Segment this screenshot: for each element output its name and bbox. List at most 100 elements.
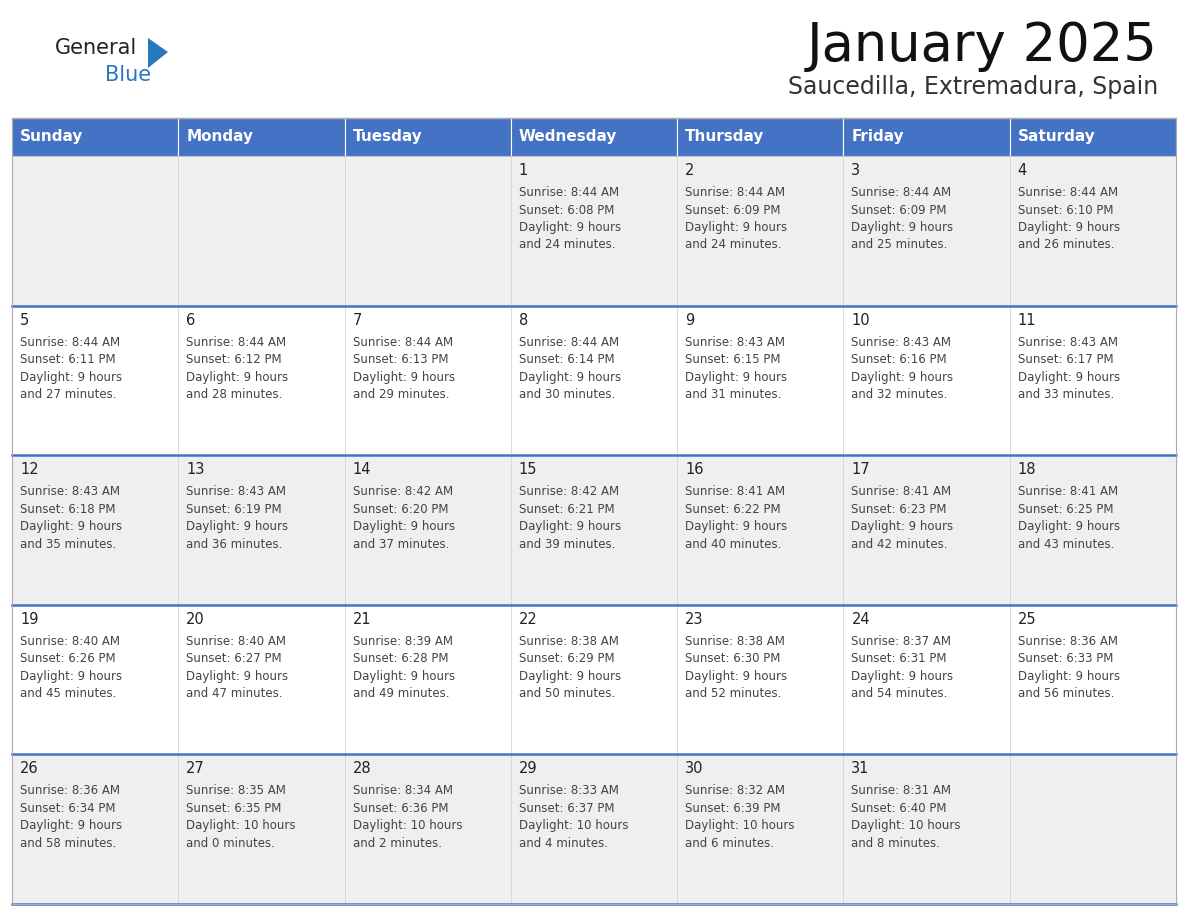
Text: and 25 minutes.: and 25 minutes. (852, 239, 948, 252)
Text: Sunset: 6:39 PM: Sunset: 6:39 PM (685, 802, 781, 815)
Text: Sunset: 6:25 PM: Sunset: 6:25 PM (1018, 503, 1113, 516)
FancyBboxPatch shape (843, 455, 1010, 605)
FancyBboxPatch shape (511, 455, 677, 605)
Text: Daylight: 9 hours: Daylight: 9 hours (187, 371, 289, 384)
Text: Daylight: 10 hours: Daylight: 10 hours (685, 820, 795, 833)
Text: Daylight: 9 hours: Daylight: 9 hours (1018, 521, 1120, 533)
Text: and 39 minutes.: and 39 minutes. (519, 538, 615, 551)
Text: 9: 9 (685, 313, 695, 328)
Text: Sunset: 6:33 PM: Sunset: 6:33 PM (1018, 653, 1113, 666)
Text: Daylight: 9 hours: Daylight: 9 hours (852, 371, 954, 384)
Text: Sunset: 6:19 PM: Sunset: 6:19 PM (187, 503, 282, 516)
Text: 8: 8 (519, 313, 529, 328)
Text: and 2 minutes.: and 2 minutes. (353, 837, 442, 850)
Text: Daylight: 9 hours: Daylight: 9 hours (852, 221, 954, 234)
FancyBboxPatch shape (677, 306, 843, 455)
Text: Sunset: 6:23 PM: Sunset: 6:23 PM (852, 503, 947, 516)
FancyBboxPatch shape (178, 118, 345, 156)
FancyBboxPatch shape (677, 118, 843, 156)
Text: Sunset: 6:09 PM: Sunset: 6:09 PM (852, 204, 947, 217)
Text: 16: 16 (685, 462, 703, 477)
Text: and 26 minutes.: and 26 minutes. (1018, 239, 1114, 252)
FancyBboxPatch shape (843, 755, 1010, 904)
FancyBboxPatch shape (1010, 755, 1176, 904)
Text: Sunset: 6:26 PM: Sunset: 6:26 PM (20, 653, 115, 666)
Text: Sunset: 6:28 PM: Sunset: 6:28 PM (353, 653, 448, 666)
FancyBboxPatch shape (345, 306, 511, 455)
Text: 27: 27 (187, 761, 206, 777)
Text: and 27 minutes.: and 27 minutes. (20, 388, 116, 401)
Text: Sunrise: 8:31 AM: Sunrise: 8:31 AM (852, 784, 952, 798)
Text: and 37 minutes.: and 37 minutes. (353, 538, 449, 551)
Text: Sunset: 6:20 PM: Sunset: 6:20 PM (353, 503, 448, 516)
Text: Daylight: 9 hours: Daylight: 9 hours (519, 371, 621, 384)
Text: Sunrise: 8:41 AM: Sunrise: 8:41 AM (685, 486, 785, 498)
Text: and 29 minutes.: and 29 minutes. (353, 388, 449, 401)
Text: January 2025: January 2025 (807, 20, 1158, 72)
Text: Sunrise: 8:38 AM: Sunrise: 8:38 AM (685, 635, 785, 648)
FancyBboxPatch shape (12, 156, 178, 306)
Text: 19: 19 (20, 611, 38, 627)
Text: and 36 minutes.: and 36 minutes. (187, 538, 283, 551)
Text: 28: 28 (353, 761, 371, 777)
Text: Blue: Blue (105, 65, 151, 85)
FancyBboxPatch shape (843, 156, 1010, 306)
Text: 2: 2 (685, 163, 695, 178)
Text: 4: 4 (1018, 163, 1026, 178)
Text: Daylight: 9 hours: Daylight: 9 hours (685, 670, 788, 683)
FancyBboxPatch shape (843, 605, 1010, 755)
Text: Sunset: 6:27 PM: Sunset: 6:27 PM (187, 653, 282, 666)
Text: Daylight: 9 hours: Daylight: 9 hours (685, 221, 788, 234)
Text: 17: 17 (852, 462, 870, 477)
Text: 30: 30 (685, 761, 703, 777)
Text: Sunrise: 8:43 AM: Sunrise: 8:43 AM (685, 336, 785, 349)
Text: Friday: Friday (852, 129, 904, 144)
Text: Sunrise: 8:42 AM: Sunrise: 8:42 AM (519, 486, 619, 498)
Text: Sunrise: 8:41 AM: Sunrise: 8:41 AM (852, 486, 952, 498)
FancyBboxPatch shape (345, 605, 511, 755)
Text: Sunset: 6:10 PM: Sunset: 6:10 PM (1018, 204, 1113, 217)
Text: and 35 minutes.: and 35 minutes. (20, 538, 116, 551)
Text: and 24 minutes.: and 24 minutes. (519, 239, 615, 252)
Text: Sunset: 6:11 PM: Sunset: 6:11 PM (20, 353, 115, 366)
FancyBboxPatch shape (1010, 605, 1176, 755)
Text: Sunset: 6:18 PM: Sunset: 6:18 PM (20, 503, 115, 516)
Text: Sunrise: 8:44 AM: Sunrise: 8:44 AM (685, 186, 785, 199)
Text: Sunrise: 8:39 AM: Sunrise: 8:39 AM (353, 635, 453, 648)
FancyBboxPatch shape (677, 605, 843, 755)
FancyBboxPatch shape (511, 605, 677, 755)
Text: and 47 minutes.: and 47 minutes. (187, 688, 283, 700)
Text: Sunrise: 8:37 AM: Sunrise: 8:37 AM (852, 635, 952, 648)
Text: and 52 minutes.: and 52 minutes. (685, 688, 782, 700)
Text: 6: 6 (187, 313, 196, 328)
FancyBboxPatch shape (178, 605, 345, 755)
Text: Daylight: 9 hours: Daylight: 9 hours (685, 371, 788, 384)
Text: and 28 minutes.: and 28 minutes. (187, 388, 283, 401)
Text: Daylight: 9 hours: Daylight: 9 hours (1018, 371, 1120, 384)
Text: 31: 31 (852, 761, 870, 777)
Text: 13: 13 (187, 462, 204, 477)
FancyBboxPatch shape (677, 755, 843, 904)
Text: Sunrise: 8:43 AM: Sunrise: 8:43 AM (1018, 336, 1118, 349)
Text: Sunset: 6:21 PM: Sunset: 6:21 PM (519, 503, 614, 516)
Text: and 45 minutes.: and 45 minutes. (20, 688, 116, 700)
Text: Sunset: 6:12 PM: Sunset: 6:12 PM (187, 353, 282, 366)
FancyBboxPatch shape (843, 118, 1010, 156)
Text: Sunset: 6:30 PM: Sunset: 6:30 PM (685, 653, 781, 666)
Text: General: General (55, 38, 138, 58)
FancyBboxPatch shape (511, 755, 677, 904)
Text: 25: 25 (1018, 611, 1036, 627)
FancyBboxPatch shape (12, 306, 178, 455)
Text: Sunset: 6:09 PM: Sunset: 6:09 PM (685, 204, 781, 217)
Text: Daylight: 9 hours: Daylight: 9 hours (685, 521, 788, 533)
Text: 24: 24 (852, 611, 870, 627)
Text: Sunrise: 8:44 AM: Sunrise: 8:44 AM (20, 336, 120, 349)
Text: 7: 7 (353, 313, 362, 328)
Text: and 0 minutes.: and 0 minutes. (187, 837, 276, 850)
Text: and 6 minutes.: and 6 minutes. (685, 837, 775, 850)
Text: Sunrise: 8:35 AM: Sunrise: 8:35 AM (187, 784, 286, 798)
Text: Sunrise: 8:42 AM: Sunrise: 8:42 AM (353, 486, 453, 498)
Text: Sunset: 6:15 PM: Sunset: 6:15 PM (685, 353, 781, 366)
Text: Daylight: 9 hours: Daylight: 9 hours (187, 521, 289, 533)
Text: Sunrise: 8:36 AM: Sunrise: 8:36 AM (1018, 635, 1118, 648)
